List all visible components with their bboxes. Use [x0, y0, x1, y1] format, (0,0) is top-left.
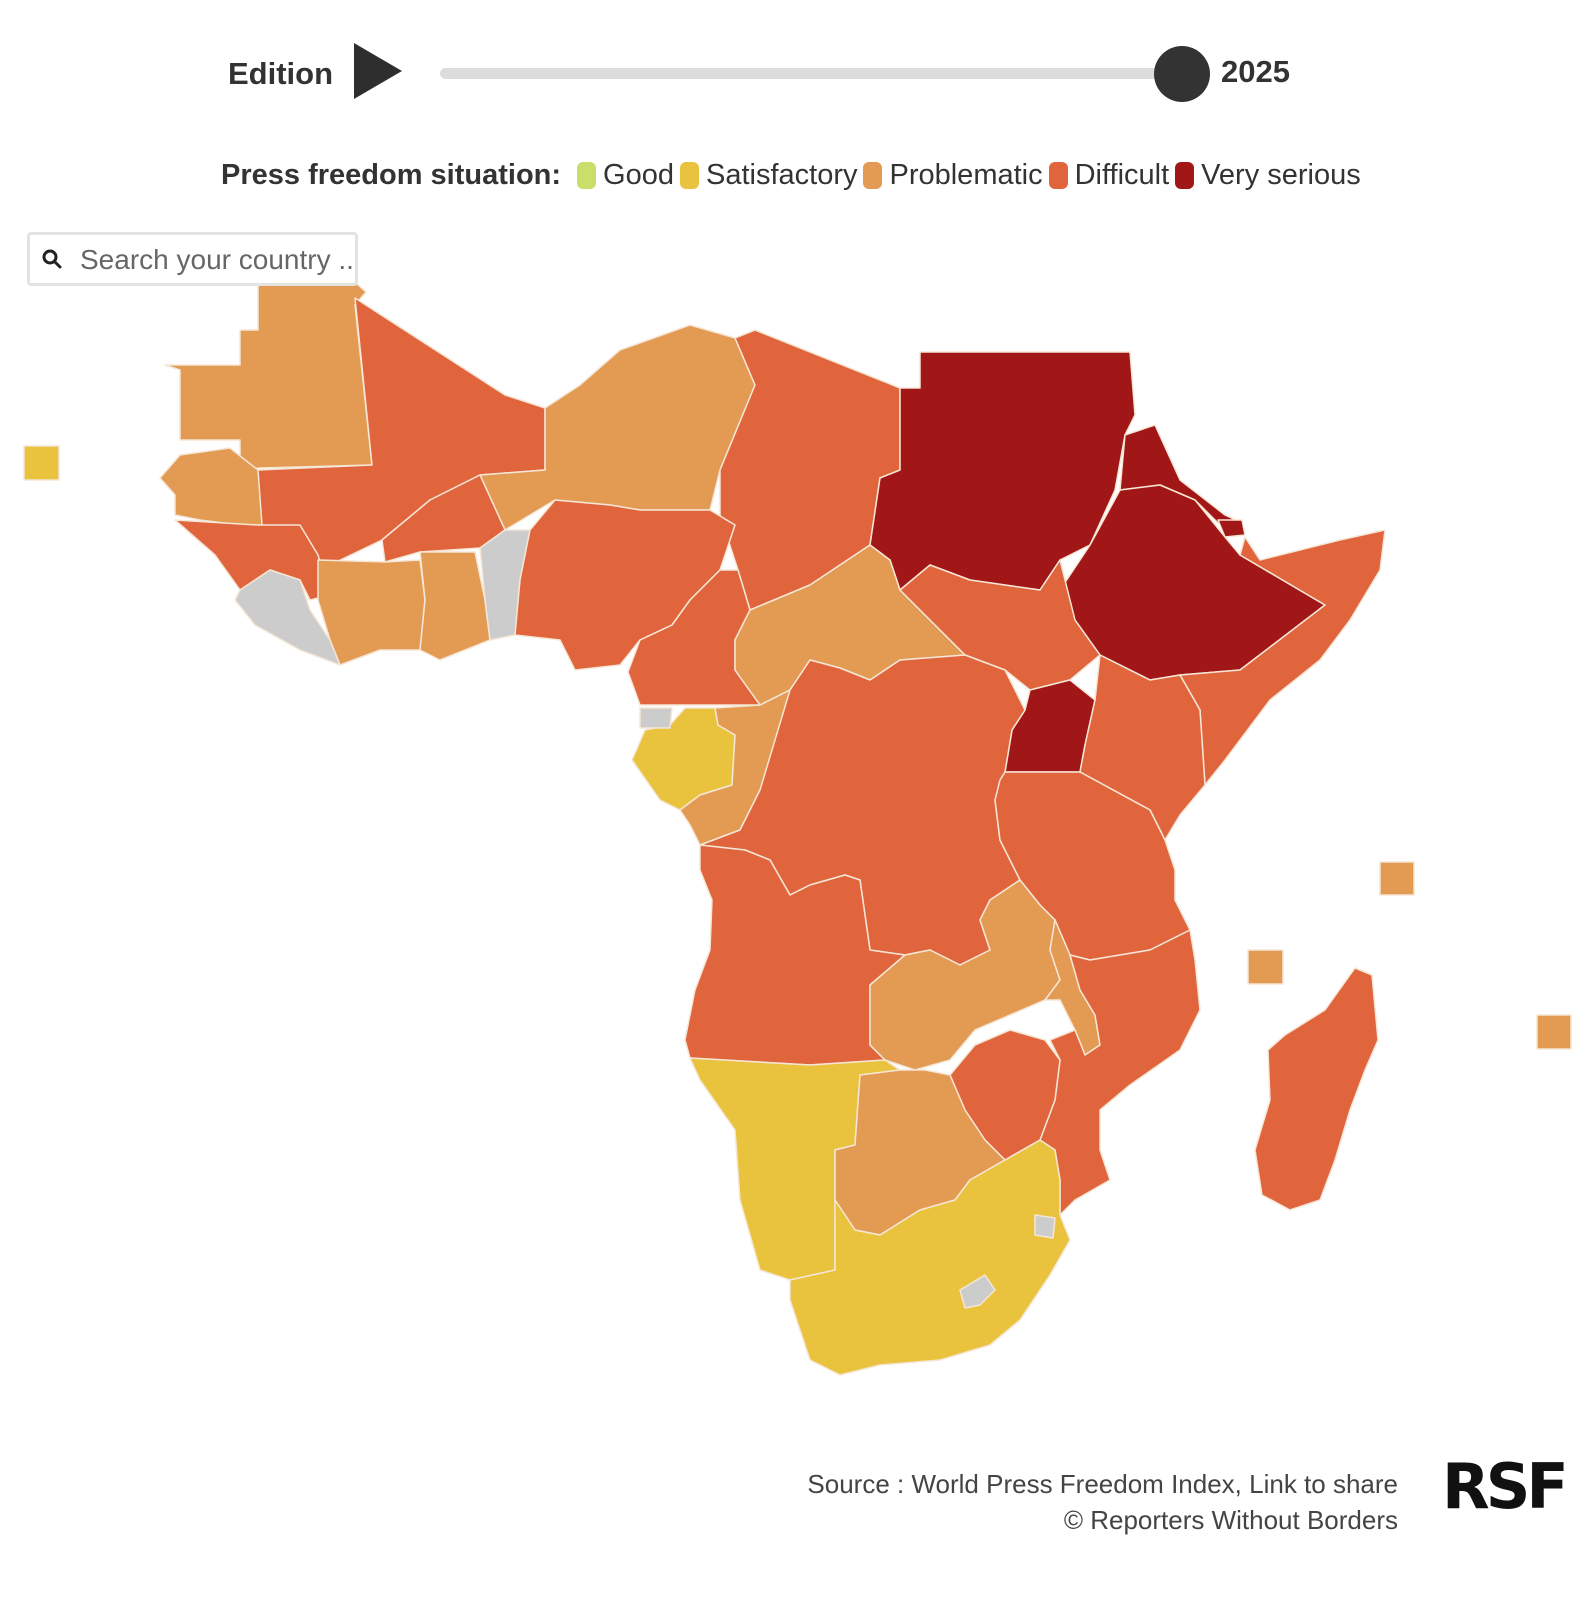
legend-swatch	[1048, 161, 1068, 189]
source-prefix: Source :	[807, 1469, 912, 1499]
country-ivory-coast[interactable]	[317, 559, 426, 666]
source-line: Source : World Press Freedom Index, Link…	[807, 1466, 1398, 1502]
copyright: © Reporters Without Borders	[1063, 1505, 1398, 1535]
legend-swatch	[679, 161, 699, 189]
legend-item-problematic: Problematic	[863, 158, 1043, 192]
edition-slider-track[interactable]	[440, 68, 1182, 79]
search-icon	[42, 249, 62, 269]
legend-item-very-serious: Very serious	[1175, 159, 1361, 192]
edition-label: Edition	[228, 56, 334, 91]
country-somalia[interactable]	[1179, 529, 1386, 786]
rsf-logo: RSF	[1442, 1450, 1569, 1523]
legend-label: Good	[603, 158, 674, 191]
legend-label: Satisfactory	[705, 158, 858, 191]
search-input[interactable]	[78, 239, 357, 281]
country-cape-verde[interactable]	[23, 445, 60, 481]
share-link[interactable]: Link to share	[1249, 1469, 1398, 1499]
country-guinea[interactable]	[174, 519, 331, 601]
country-lesotho[interactable]	[959, 1274, 996, 1309]
country-seychelles[interactable]	[1379, 861, 1415, 896]
legend-item-satisfactory: Satisfactory	[679, 158, 858, 192]
country-search	[27, 232, 358, 286]
country-mauritius[interactable]	[1536, 1014, 1572, 1050]
country-western-sahara[interactable]	[164, 259, 373, 471]
legend-swatch	[577, 161, 597, 189]
play-icon[interactable]	[354, 43, 402, 99]
legend-label: Difficult	[1074, 158, 1170, 191]
legend: Press freedom situation: Good Satisfacto…	[221, 155, 1367, 195]
edition-year: 2025	[1221, 54, 1290, 89]
legend-label: Very serious	[1201, 158, 1361, 191]
country-kenya[interactable]	[1079, 654, 1206, 841]
country-eswatini[interactable]	[1034, 1214, 1056, 1239]
country-ghana[interactable]	[419, 551, 491, 661]
edition-bar: Edition 2025	[0, 38, 1588, 108]
country-liberia-sierra[interactable]	[234, 569, 341, 666]
country-south-africa[interactable]	[789, 1139, 1071, 1376]
source-separator: ,	[1234, 1469, 1250, 1499]
edition-slider-knob[interactable]	[1154, 46, 1210, 102]
country-djibouti[interactable]	[1217, 519, 1246, 538]
country-uganda[interactable]	[1004, 679, 1096, 773]
country-comoros[interactable]	[1247, 949, 1284, 985]
country-eq-guinea[interactable]	[639, 707, 673, 729]
legend-swatch	[863, 161, 883, 189]
legend-title: Press freedom situation:	[221, 158, 562, 191]
country-cameroon[interactable]	[627, 569, 761, 706]
legend-item-good: Good	[577, 159, 674, 192]
country-madagascar[interactable]	[1254, 967, 1379, 1211]
legend-swatch	[1175, 161, 1195, 189]
legend-label: Problematic	[889, 158, 1043, 191]
legend-item-difficult: Difficult	[1048, 158, 1170, 192]
source-link[interactable]: World Press Freedom Index	[911, 1469, 1235, 1499]
footer-credits: Source : World Press Freedom Index, Link…	[807, 1466, 1398, 1538]
